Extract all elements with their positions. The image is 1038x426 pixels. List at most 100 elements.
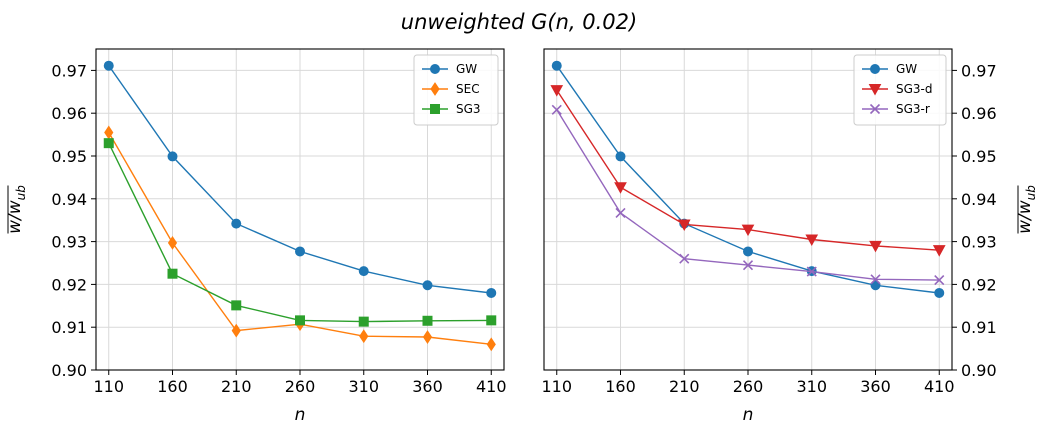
legend-marker-gw xyxy=(430,64,440,74)
legend-label-sec: SEC xyxy=(456,82,480,96)
data-point-sec xyxy=(422,330,433,344)
data-point-sg3-r-stroke-b xyxy=(551,104,562,115)
data-point-sg3-r xyxy=(870,274,881,285)
data-point-sg3-r xyxy=(679,253,690,264)
y-tick-label: 0.96 xyxy=(961,104,997,123)
data-point-sg3-d xyxy=(741,224,755,237)
y-axis-label-sub: ub xyxy=(1024,185,1038,201)
y-tick-label: 0.94 xyxy=(961,190,997,209)
series-sg3-r xyxy=(551,104,945,286)
x-tick-label: 210 xyxy=(669,377,700,396)
data-point-sg3-d xyxy=(550,85,564,97)
x-tick-label: 110 xyxy=(541,377,572,396)
data-point-sg3-r xyxy=(615,207,626,218)
x-tick-label: 360 xyxy=(860,377,891,396)
legend-marker-sec xyxy=(430,82,440,96)
legend-label-sg3-r: SG3-r xyxy=(896,102,930,116)
data-point-sg3 xyxy=(358,316,369,327)
legend-marker-gw xyxy=(870,64,880,74)
legend-marker-sg3-d xyxy=(868,84,882,96)
data-point-gw xyxy=(167,151,178,162)
data-point-sg3-r-stroke-b xyxy=(870,274,881,285)
data-point-sec xyxy=(359,329,369,344)
series-gw xyxy=(103,60,497,298)
data-point-sg3-r-stroke-b xyxy=(615,207,626,218)
x-tick-label: 310 xyxy=(796,377,827,396)
x-tick-label: 310 xyxy=(348,377,379,396)
data-point-sg3 xyxy=(231,300,242,311)
x-tick-label: 210 xyxy=(221,377,252,396)
y-axis-label: w/wub xyxy=(5,185,28,234)
y-tick-label: 0.97 xyxy=(51,61,87,80)
legend: GW SEC SG3 xyxy=(413,54,499,126)
data-point-gw xyxy=(743,246,753,257)
y-tick-label: 0.97 xyxy=(961,61,997,80)
legend-label-gw: GW xyxy=(456,62,477,76)
series-sg3 xyxy=(103,138,497,327)
data-point-sg3-r-stroke-b xyxy=(742,260,754,271)
x-tick-label: 160 xyxy=(605,377,636,396)
data-point-sg3 xyxy=(103,138,114,149)
y-tick-label: 0.91 xyxy=(961,318,997,337)
legend-marker-sg3 xyxy=(430,104,440,114)
legend-label-sg3: SG3 xyxy=(456,102,481,116)
x-tick-label: 160 xyxy=(157,377,188,396)
data-point-sg3-r-stroke-b xyxy=(806,266,817,277)
data-point-gw xyxy=(870,280,881,291)
data-point-sg3-r-stroke-b xyxy=(934,275,945,286)
right-panel: 110 160 210 260 310 360 410 0.90 0.91 0.92 0.93 0.9… xyxy=(541,48,1038,425)
data-point-sg3-d xyxy=(805,234,819,246)
data-point-gw xyxy=(422,280,433,291)
y-axis-label-main: w/w xyxy=(5,200,25,234)
legend-label-sg3-d: SG3-d xyxy=(896,82,933,96)
data-point-sg3-r xyxy=(806,266,817,277)
x-tick-label: 360 xyxy=(412,377,443,396)
data-point-sg3-r xyxy=(934,275,945,286)
y-tick-label: 0.92 xyxy=(51,275,87,294)
data-point-gw xyxy=(934,287,945,298)
y-tick-label: 0.90 xyxy=(51,361,87,380)
data-point-gw xyxy=(551,60,562,71)
series-sg3-d xyxy=(550,85,946,257)
data-point-sec xyxy=(231,323,241,338)
data-point-gw xyxy=(486,287,497,298)
y-axis-label: w/wub xyxy=(1015,185,1038,234)
data-point-sg3-d xyxy=(614,182,627,194)
x-tick-label: 260 xyxy=(285,377,316,396)
left-panel: 110 160 210 260 310 360 410 0.90 0.91 0.92 0.93 0.9… xyxy=(5,48,507,425)
data-point-sg3-r xyxy=(551,104,562,115)
data-point-gw xyxy=(358,266,369,277)
data-point-sec xyxy=(486,337,496,352)
data-point-sg3 xyxy=(167,268,178,279)
y-tick-label: 0.90 xyxy=(961,361,997,380)
data-point-sg3-d xyxy=(932,245,946,257)
y-tick-label: 0.93 xyxy=(51,233,87,252)
y-axis-label-sub: ub xyxy=(14,185,28,201)
legend: GW SG3-d SG3-r xyxy=(853,54,947,126)
y-tick-label: 0.93 xyxy=(961,233,997,252)
data-point-sg3-d xyxy=(869,240,882,253)
y-tick-label: 0.96 xyxy=(51,104,87,123)
x-tick-label: 410 xyxy=(924,377,955,396)
x-axis-label: n xyxy=(743,405,754,425)
data-point-sg3-d xyxy=(677,219,691,232)
data-point-sg3 xyxy=(422,315,433,326)
data-point-sg3-r xyxy=(742,260,754,271)
y-tick-label: 0.95 xyxy=(51,147,87,166)
y-axis-label-main: w/w xyxy=(1015,200,1035,234)
legend-marker-sg3-r xyxy=(869,103,881,115)
figure-title: unweighted G(n, 0.02) xyxy=(401,10,637,34)
data-point-gw xyxy=(103,60,114,71)
x-tick-label: 110 xyxy=(93,377,124,396)
data-point-sg3 xyxy=(295,315,305,326)
y-tick-label: 0.94 xyxy=(51,190,87,209)
x-tick-label: 410 xyxy=(476,377,507,396)
data-point-sg3 xyxy=(486,315,497,326)
legend-marker-sg3-r-stroke-b xyxy=(869,103,881,115)
data-point-gw xyxy=(295,246,305,257)
data-point-sg3-r-stroke-b xyxy=(679,253,690,264)
x-tick-label: 260 xyxy=(733,377,764,396)
y-tick-label: 0.91 xyxy=(51,318,87,337)
data-point-gw xyxy=(615,151,626,162)
